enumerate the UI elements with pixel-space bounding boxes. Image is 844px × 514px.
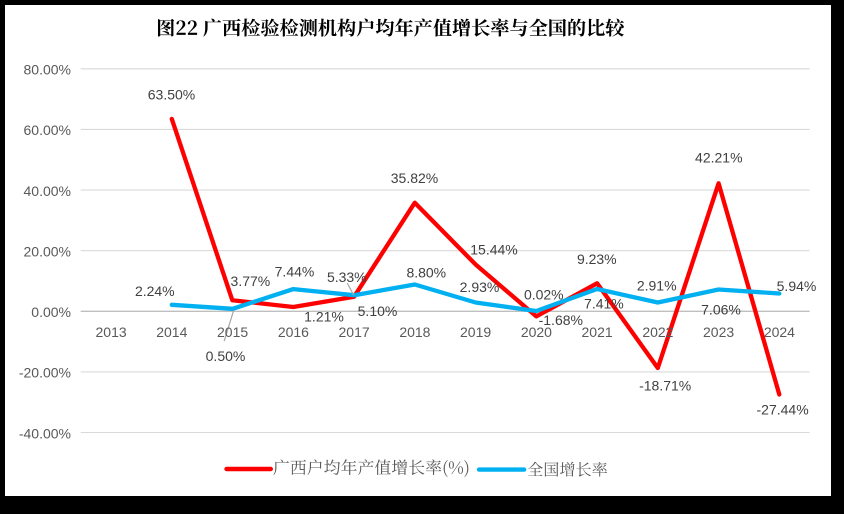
svg-text:15.44%: 15.44% <box>470 242 517 258</box>
svg-text:40.00%: 40.00% <box>24 183 71 199</box>
svg-text:35.82%: 35.82% <box>391 170 438 186</box>
svg-text:3.77%: 3.77% <box>231 273 271 289</box>
svg-text:1.21%: 1.21% <box>304 309 344 325</box>
svg-text:5.10%: 5.10% <box>358 303 398 319</box>
svg-text:0.50%: 0.50% <box>206 348 246 364</box>
svg-text:9.23%: 9.23% <box>577 251 617 267</box>
svg-text:8.80%: 8.80% <box>406 264 446 280</box>
svg-text:80.00%: 80.00% <box>24 62 71 78</box>
svg-text:2017: 2017 <box>339 324 370 340</box>
svg-text:2022: 2022 <box>642 324 673 340</box>
svg-text:2.93%: 2.93% <box>460 279 500 295</box>
svg-text:2019: 2019 <box>460 324 491 340</box>
svg-text:2015: 2015 <box>217 324 248 340</box>
svg-text:2.91%: 2.91% <box>637 277 677 293</box>
svg-text:-20.00%: -20.00% <box>19 365 71 381</box>
svg-text:2024: 2024 <box>764 324 795 340</box>
svg-text:20.00%: 20.00% <box>24 244 71 260</box>
svg-text:2014: 2014 <box>156 324 187 340</box>
svg-text:7.44%: 7.44% <box>275 264 315 280</box>
svg-text:2016: 2016 <box>278 324 309 340</box>
svg-text:0.00%: 0.00% <box>31 304 71 320</box>
svg-text:0.02%: 0.02% <box>524 286 564 302</box>
svg-text:2021: 2021 <box>582 324 613 340</box>
svg-text:60.00%: 60.00% <box>24 122 71 138</box>
svg-text:2023: 2023 <box>703 324 734 340</box>
svg-text:-40.00%: -40.00% <box>19 425 71 441</box>
svg-text:-27.44%: -27.44% <box>757 401 809 417</box>
svg-text:-1.68%: -1.68% <box>539 312 583 328</box>
svg-text:7.41%: 7.41% <box>584 295 624 311</box>
svg-text:2020: 2020 <box>521 324 552 340</box>
svg-text:42.21%: 42.21% <box>695 150 742 166</box>
svg-text:5.33%: 5.33% <box>327 269 367 285</box>
svg-text:63.50%: 63.50% <box>148 87 195 103</box>
svg-text:2.24%: 2.24% <box>135 283 175 299</box>
svg-text:-18.71%: -18.71% <box>639 378 691 394</box>
svg-text:2018: 2018 <box>399 324 430 340</box>
svg-text:5.94%: 5.94% <box>777 278 817 294</box>
svg-text:2013: 2013 <box>96 324 127 340</box>
svg-text:7.06%: 7.06% <box>701 301 741 317</box>
